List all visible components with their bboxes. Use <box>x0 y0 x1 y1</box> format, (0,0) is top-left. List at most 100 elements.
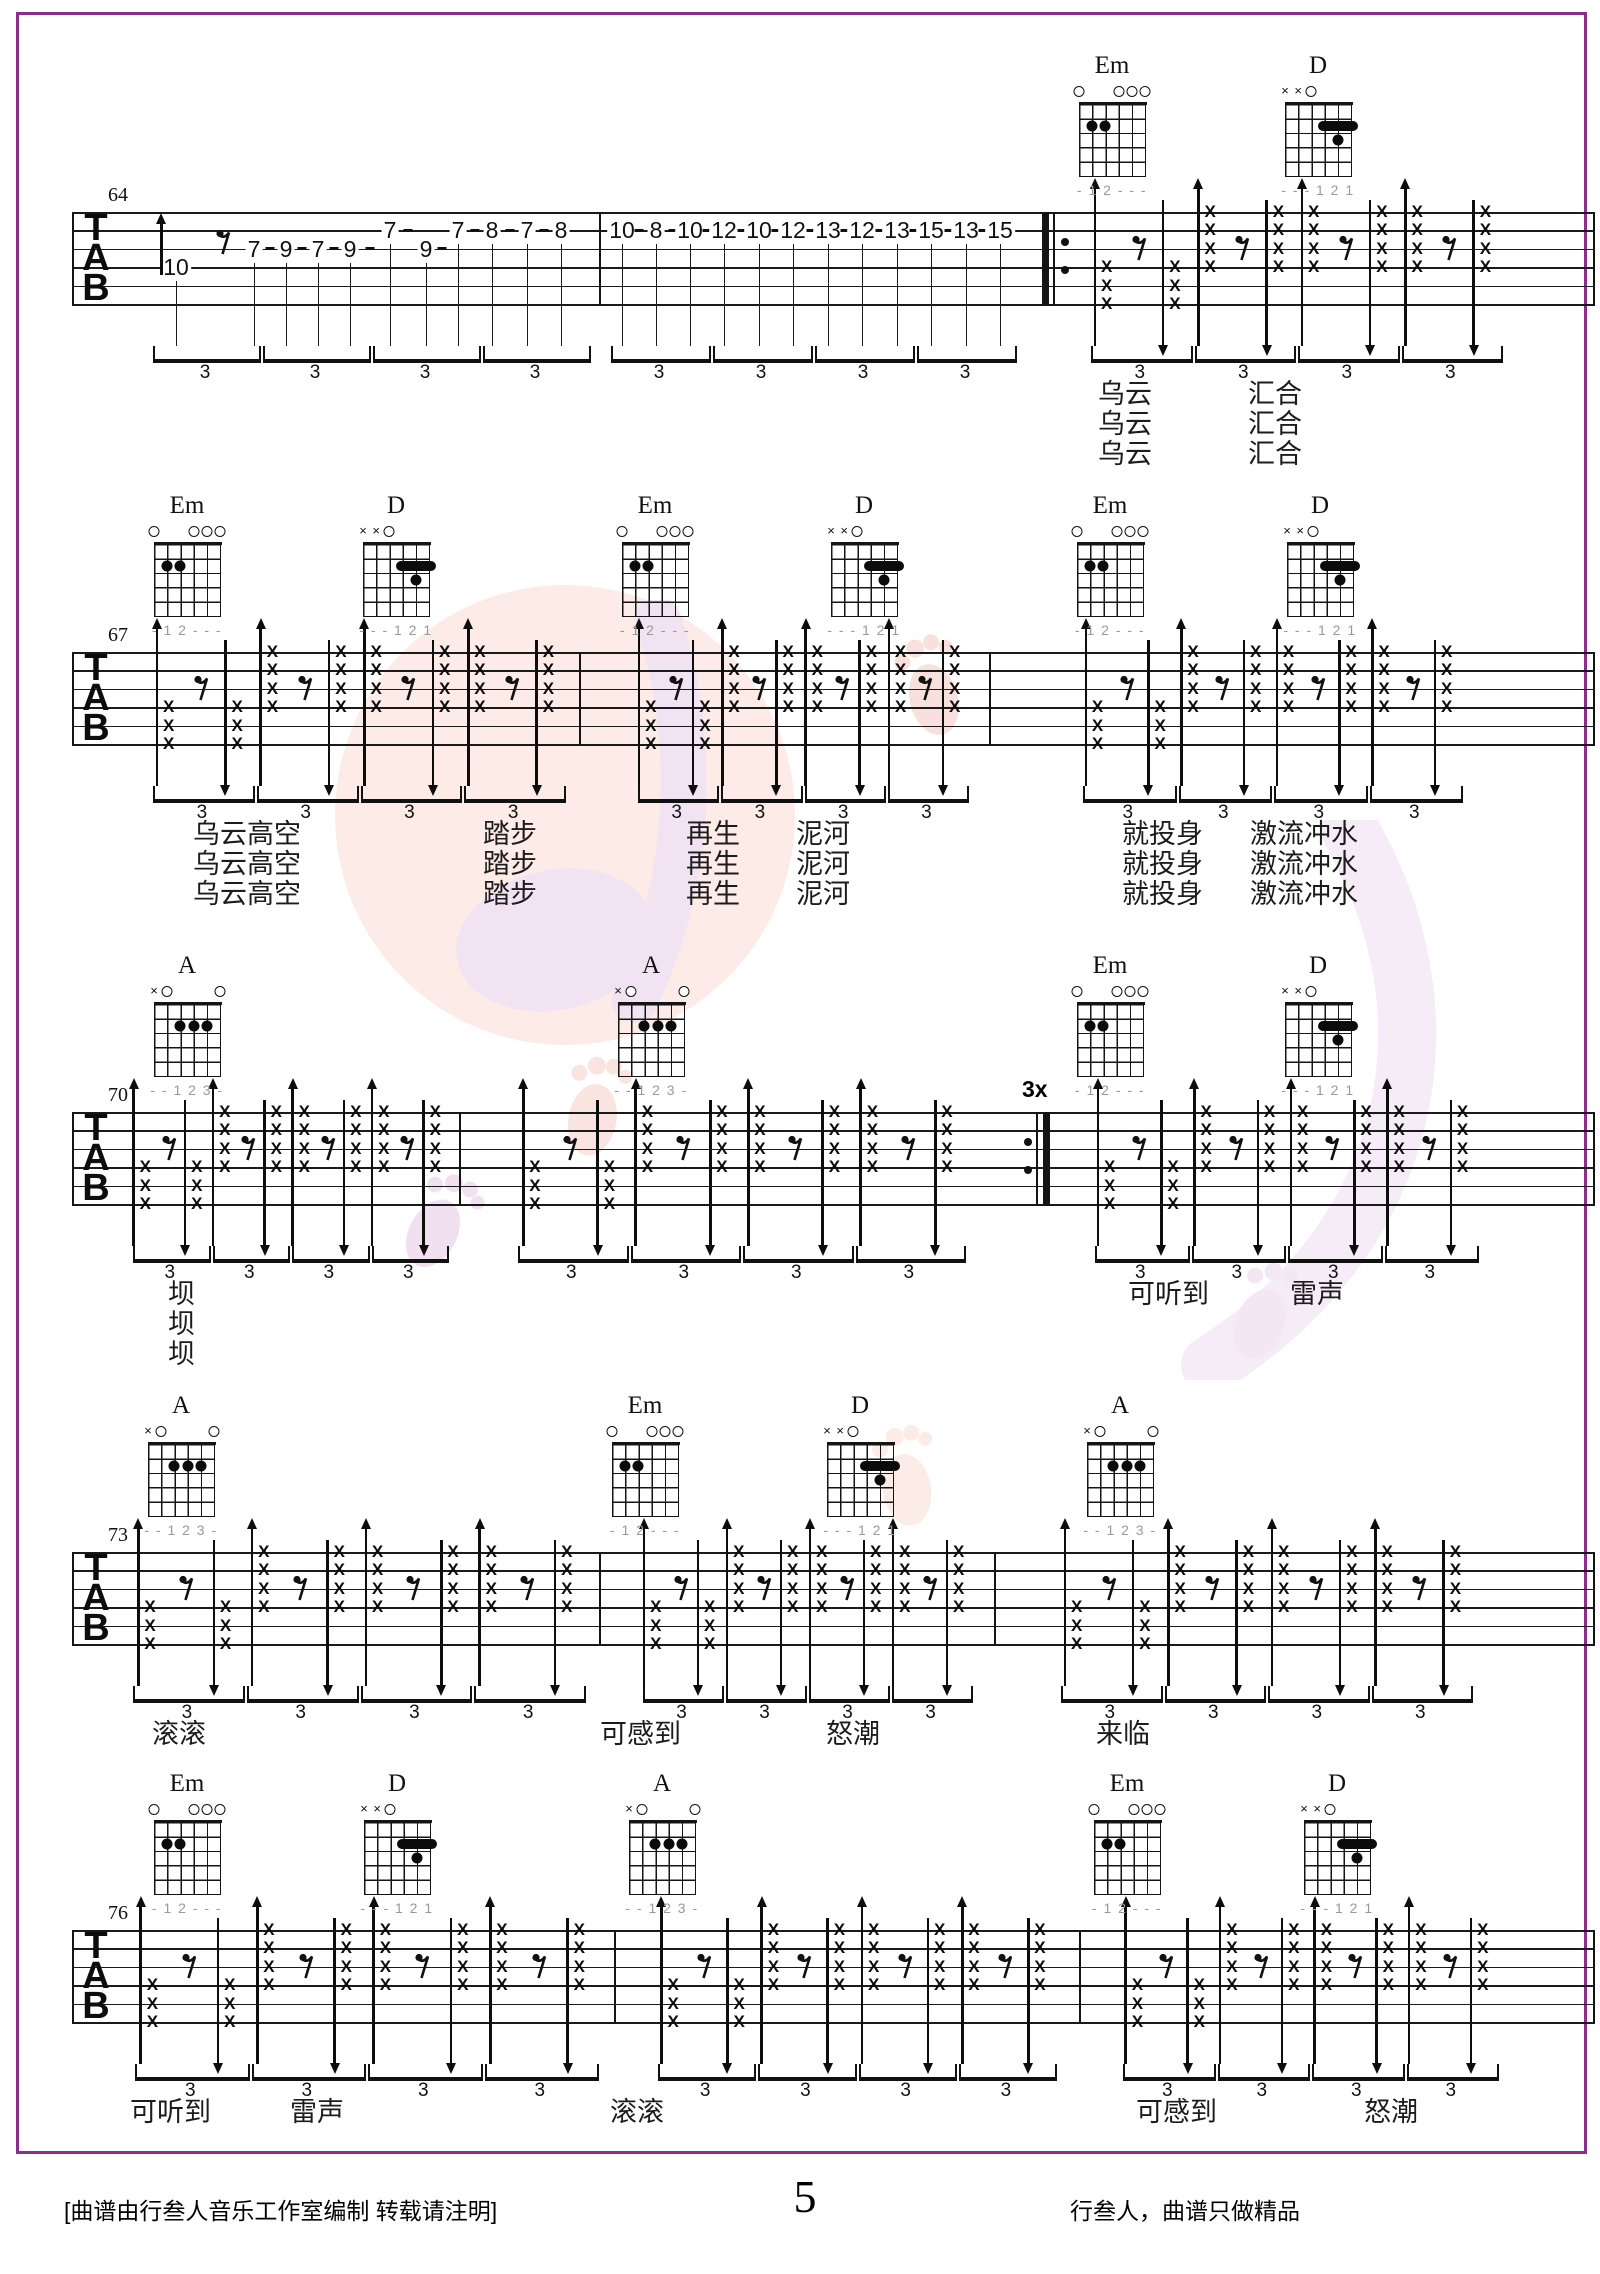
triplet-bracket <box>133 1246 211 1263</box>
chord-dot <box>1332 1034 1344 1046</box>
strum-x: X <box>1378 660 1390 680</box>
strum-x: X <box>1346 1542 1358 1561</box>
repeat-barline <box>1053 212 1055 306</box>
triplet-bracket <box>133 1686 245 1703</box>
chord-nut <box>826 1442 895 1445</box>
strum-x: X <box>1174 1560 1186 1580</box>
open-string-icon <box>155 1426 167 1437</box>
barline <box>72 652 74 746</box>
triplet-bracket <box>1406 2064 1499 2081</box>
strum-x: X <box>371 1597 384 1617</box>
tab-dash <box>634 228 644 232</box>
strum-x: X <box>1242 1597 1255 1617</box>
tab-note: 9 <box>277 235 295 262</box>
tuplet-label: 3 <box>699 2080 711 2101</box>
strum-x: X <box>754 1102 766 1121</box>
strum-x: X <box>948 678 961 698</box>
strum-arrow-up-icon <box>887 628 891 786</box>
strum-arrow-up-icon <box>859 1088 862 1246</box>
strum-x: X <box>1415 1938 1427 1958</box>
chord-grid <box>154 1822 222 1896</box>
eighth-rest-icon <box>1325 1134 1340 1162</box>
chord-name: D <box>1308 52 1328 79</box>
strum-x: X <box>333 1542 345 1561</box>
eighth-rest-icon <box>520 1574 535 1602</box>
lyric: 泥河 <box>796 849 850 879</box>
chord-nut <box>362 542 431 545</box>
strum-x: X <box>1346 1578 1358 1598</box>
strum-x: X <box>1103 1194 1116 1213</box>
open-string-icon <box>1073 86 1085 97</box>
strum-x: X <box>865 697 878 717</box>
lyric: 怒潮 <box>826 1719 880 1749</box>
strum-x: X <box>1411 257 1423 277</box>
strum-x: X <box>1415 1956 1427 1976</box>
strum-x: X <box>782 678 794 698</box>
chord-dot <box>619 1460 631 1472</box>
strum-x: X <box>1277 1578 1290 1598</box>
strum-x: X <box>485 1597 497 1617</box>
strum-x: X <box>298 1157 310 1177</box>
strum-x: X <box>645 734 657 753</box>
tab-dash <box>403 228 413 232</box>
strum-arrow-down-icon <box>1265 200 1268 346</box>
repeat-mark: 3x <box>1022 1076 1048 1102</box>
strum-x: X <box>224 1975 236 1995</box>
strum-x: X <box>733 1560 745 1580</box>
strum-x: X <box>1296 1157 1309 1177</box>
triplet-bracket <box>958 2064 1057 2081</box>
strum-x: X <box>1288 1956 1300 1976</box>
strum-x: X <box>1250 660 1262 680</box>
strum-x: X <box>496 1938 508 1958</box>
chord-name: A <box>171 1392 191 1419</box>
barline <box>599 1552 601 1646</box>
strum-x: X <box>529 1194 541 1213</box>
open-string-icon <box>148 1804 160 1815</box>
triplet-bracket <box>292 1246 370 1263</box>
strum-x: X <box>733 2012 745 2031</box>
open-string-icon <box>1088 1804 1100 1815</box>
strum-x: X <box>378 1102 390 1121</box>
lyric: 雷声 <box>1290 1279 1344 1309</box>
tuplet-label: 3 <box>164 1262 176 1283</box>
strum-x: X <box>335 678 347 698</box>
strum-x: X <box>866 1138 879 1158</box>
strum-x: X <box>787 1560 799 1580</box>
strum-x: X <box>1242 1578 1255 1598</box>
staff-line <box>72 304 1595 306</box>
tab-clef-letter: B <box>82 1985 110 2027</box>
eighth-rest-icon <box>797 1952 812 1980</box>
strum-x: X <box>1034 1938 1046 1958</box>
chord-nut <box>153 1002 222 1005</box>
strum-x: X <box>953 1542 965 1561</box>
eighth-rest-icon <box>918 674 933 702</box>
strum-x: X <box>163 734 175 753</box>
strum-x: X <box>474 642 486 661</box>
strum-x: X <box>816 1560 828 1580</box>
strum-x: X <box>716 1120 728 1140</box>
strum-x: X <box>1187 642 1199 661</box>
strum-arrow-up-icon <box>1407 1906 1411 2064</box>
strum-arrow-up-icon <box>1093 188 1097 346</box>
open-string-icon <box>606 1426 618 1437</box>
triplet-bracket <box>721 786 803 803</box>
lyric: 乌云 <box>1098 439 1152 469</box>
strum-x: X <box>219 1597 232 1617</box>
strum-x: X <box>733 1597 745 1617</box>
strum-x: X <box>1360 1102 1372 1121</box>
tab-clef-letter: T <box>84 647 108 689</box>
strum-x: X <box>699 715 711 735</box>
